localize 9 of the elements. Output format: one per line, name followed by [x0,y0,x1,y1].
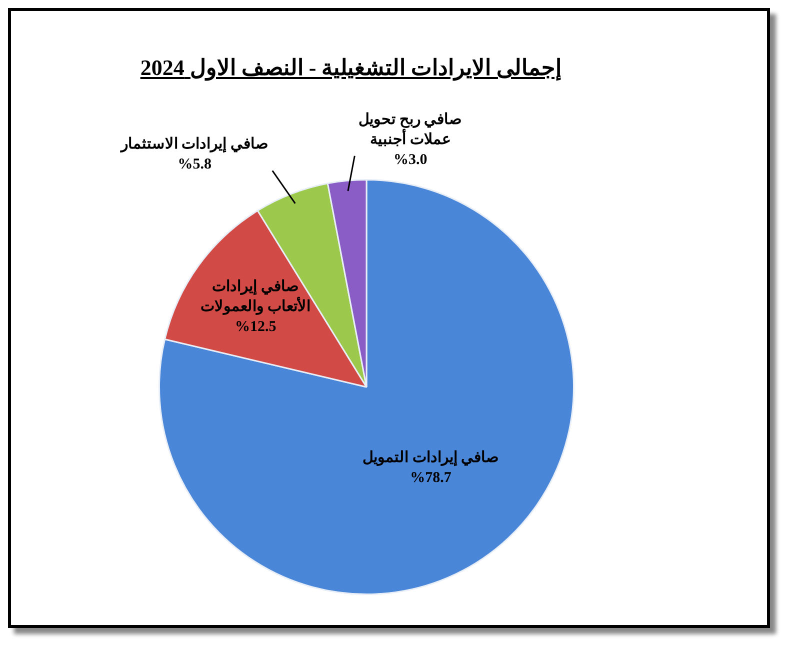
chart-title: إجمالى الايرادات التشغيلية - النصف الاول 2024 [139,55,563,81]
slice-label: صافي إيرادات الاستثمار [120,136,268,154]
data-label: %3.0 [394,152,428,168]
slice-label: صافي إيرادات الأتعاب والعمولات [200,278,310,315]
data-label: %5.8 [178,156,212,173]
data-label: %78.7 [410,470,452,486]
data-label: %12.5 [234,318,276,335]
slice-label: صافي إيرادات التمويل [362,450,500,468]
slice-label: صافي ربح تحويل عملات أجنبية [358,112,462,148]
